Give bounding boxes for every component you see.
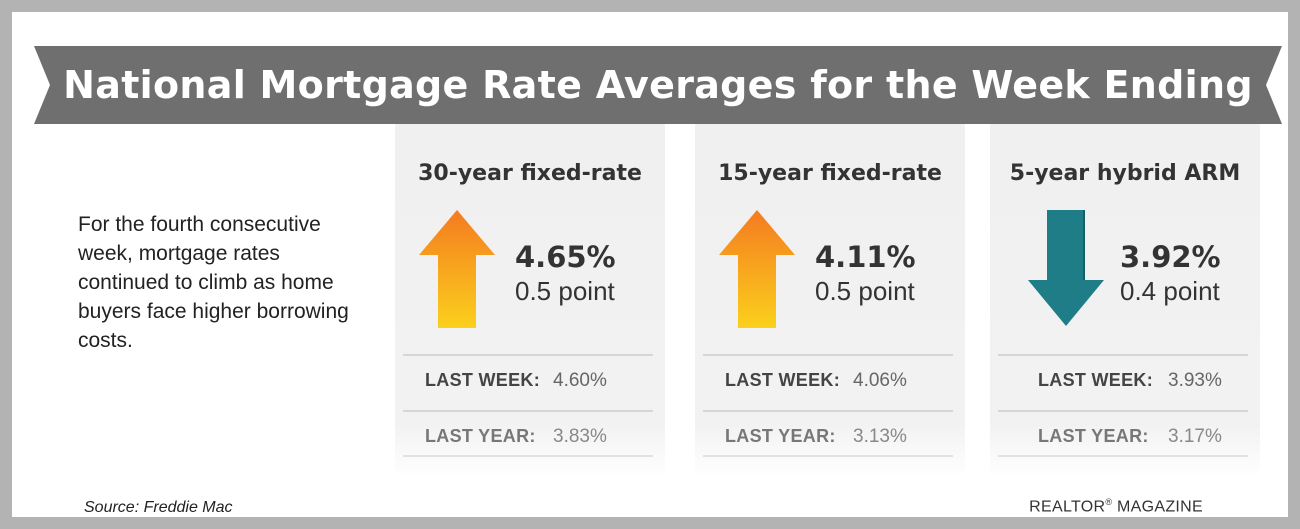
last-week-value: 4.06% (853, 370, 907, 391)
brand-logo: REALTOR® MAGAZINE (1029, 497, 1203, 516)
divider (998, 455, 1248, 457)
last-year-label: LAST YEAR: (425, 426, 536, 446)
current-rate: 4.65% (515, 240, 616, 274)
last-year-row: LAST YEAR: 3.17% (998, 410, 1248, 462)
last-week-value: 4.60% (553, 370, 607, 391)
source-credit: Source: Freddie Mac (84, 499, 233, 516)
last-week-row: LAST WEEK: 4.60% (403, 354, 653, 406)
brand-suffix: MAGAZINE (1112, 498, 1203, 516)
banner-ribbon (34, 46, 1282, 124)
divider (403, 455, 653, 457)
arrow-down-icon (1028, 210, 1104, 326)
last-year-value: 3.17% (1168, 426, 1222, 447)
last-week-label: LAST WEEK: (725, 370, 840, 390)
last-week-row: LAST WEEK: 3.93% (998, 354, 1248, 406)
last-year-value: 3.83% (553, 426, 607, 447)
rate-panel-30-year: 30-year fixed-rate 4.65% 0.5 point LAST … (395, 124, 665, 478)
last-year-row: LAST YEAR: 3.13% (703, 410, 953, 462)
last-week-value: 3.93% (1168, 370, 1222, 391)
panel-title: 5-year hybrid ARM (1009, 161, 1241, 186)
brand-name: REALTOR (1029, 498, 1106, 516)
page-title: National Mortgage Rate Averages for the … (63, 63, 1253, 185)
rate-change: 0.5 point (515, 276, 615, 306)
last-year-label: LAST YEAR: (725, 426, 836, 446)
intro-text: For the fourth consecutive week, mortgag… (78, 213, 349, 352)
rate-panel-5-year-arm: 5-year hybrid ARM 3.92% 0.4 point LAST W… (990, 124, 1260, 478)
panel-title: 15-year fixed-rate (718, 161, 942, 186)
rate-change: 0.4 point (1120, 276, 1220, 306)
divider (703, 455, 953, 457)
arrow-up-icon (419, 210, 495, 328)
panel-title: 30-year fixed-rate (418, 161, 642, 186)
last-week-row: LAST WEEK: 4.06% (703, 354, 953, 406)
last-year-value: 3.13% (853, 426, 907, 447)
last-week-label: LAST WEEK: (425, 370, 540, 390)
rate-panel-15-year: 15-year fixed-rate 4.11% 0.5 point LAST … (695, 124, 965, 478)
current-rate: 3.92% (1120, 240, 1221, 274)
last-week-label: LAST WEEK: (1038, 370, 1153, 390)
registered-mark: ® (1105, 497, 1113, 507)
title-banner: National Mortgage Rate Averages for the … (34, 46, 1282, 185)
last-year-row: LAST YEAR: 3.83% (403, 410, 653, 462)
current-rate: 4.11% (815, 240, 916, 274)
rate-change: 0.5 point (815, 276, 915, 306)
arrow-up-icon (719, 210, 795, 328)
last-year-label: LAST YEAR: (1038, 426, 1149, 446)
